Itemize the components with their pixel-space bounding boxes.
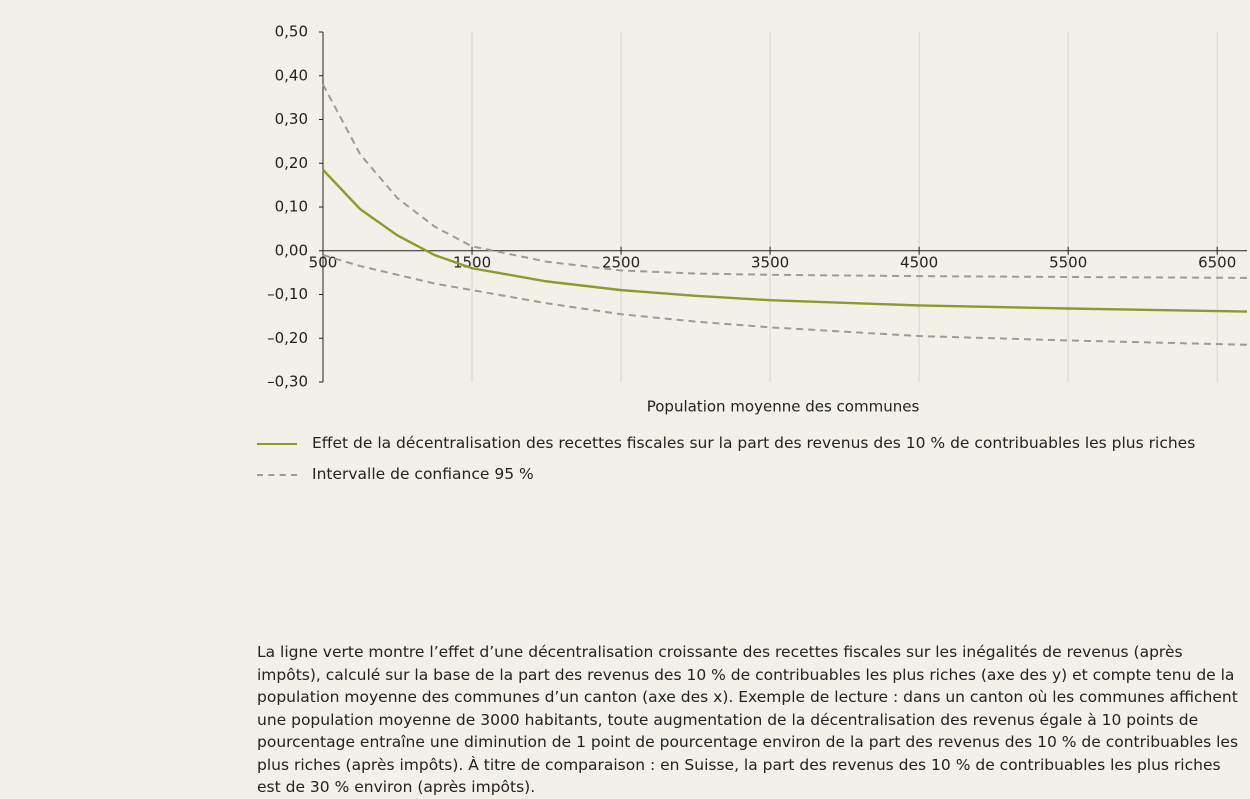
legend-item: Effet de la décentralisation des recette… <box>257 432 1247 455</box>
chart: Population moyenne des communes 500 1500 2… <box>267 23 1248 416</box>
legend-swatch <box>257 443 297 445</box>
page: {"chart_data": {"type": "line", "xlabel"… <box>257 22 1248 796</box>
y-tick-label: 0,30 <box>275 110 308 128</box>
x-tick-label: 2500 <box>602 253 640 271</box>
y-tick-label: 0,20 <box>275 154 308 172</box>
y-tick-label: –0,30 <box>267 373 308 391</box>
series-line <box>322 84 1248 279</box>
x-tick-label: 5500 <box>1049 253 1087 271</box>
y-tick-label: –0,20 <box>267 329 308 347</box>
x-tick-label: 4500 <box>900 253 938 271</box>
legend-label: Effet de la décentralisation des recette… <box>312 434 1196 452</box>
caption: La ligne verte montre l’effet d’une déce… <box>257 643 1239 796</box>
y-tick-label: 0,40 <box>275 66 308 84</box>
y-tick-label: 0,00 <box>275 241 308 259</box>
x-tick-label: 1500 <box>453 253 491 271</box>
x-tick-label: 6500 <box>1198 253 1236 271</box>
y-tick-label: –0,10 <box>267 285 308 303</box>
series-line <box>322 168 1248 313</box>
x-tick-label: 3500 <box>751 253 789 271</box>
x-axis-label: Population moyenne des communes <box>647 398 920 416</box>
legend-label: Intervalle de confiance 95 % <box>312 465 534 483</box>
y-tick-label: 0,50 <box>275 23 308 41</box>
legend-swatch <box>257 474 297 476</box>
legend-item: Intervalle de confiance 95 % <box>257 463 1247 486</box>
series-line <box>322 254 1248 346</box>
y-tick-label: 0,10 <box>275 198 308 216</box>
